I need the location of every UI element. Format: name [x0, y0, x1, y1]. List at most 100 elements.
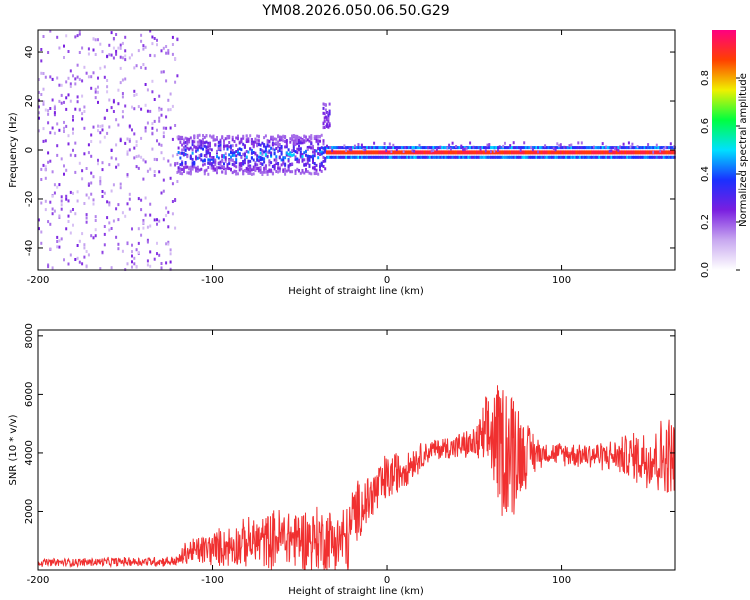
spectrogram-cell	[252, 145, 255, 149]
spectrogram-cell	[184, 144, 187, 148]
y-tick-label: 40	[24, 46, 35, 59]
spectrogram-cell	[645, 146, 648, 150]
spectrogram-cell	[345, 150, 348, 155]
spectrogram-cell	[212, 160, 215, 164]
spectrogram-cell	[90, 86, 93, 90]
spectrogram-cell	[610, 155, 613, 159]
spectrogram-cell	[643, 155, 647, 159]
spectrogram-cell	[177, 151, 180, 154]
spectrogram-cell	[409, 155, 413, 159]
spectrogram-cell	[44, 208, 47, 212]
spectrogram-cell	[207, 141, 210, 145]
spectrogram-cell	[256, 167, 259, 170]
spectrogram-cell	[146, 238, 149, 242]
spectrogram-cell	[418, 155, 421, 159]
spectrogram-cell	[38, 227, 40, 231]
spectrogram-cell	[481, 155, 484, 159]
spectrogram-cell	[627, 141, 630, 145]
spectrogram-cell	[153, 119, 156, 123]
spectrogram-cell	[115, 165, 118, 169]
spectrogram-cell	[209, 158, 211, 162]
spectrogram-cell	[535, 150, 538, 155]
spectrogram-cell	[158, 106, 161, 110]
spectrogram-cell	[601, 142, 604, 146]
spectrogram-cell	[634, 150, 638, 155]
spectrogram-cell	[484, 146, 488, 150]
spectrogram-cell	[38, 129, 40, 133]
spectrogram-cell	[124, 141, 127, 145]
spectrogram-cell	[500, 150, 503, 155]
spectrogram-cell	[275, 158, 278, 161]
y-tick-label: 2000	[24, 499, 35, 524]
spectrogram-cell	[512, 150, 516, 155]
spectrogram-cell	[146, 88, 149, 92]
spectrogram-cell	[162, 189, 165, 193]
spectrogram-cell	[387, 150, 390, 155]
spectrogram-cell	[214, 160, 217, 164]
spectrogram-cell	[162, 157, 165, 161]
spectrogram-cell	[530, 155, 533, 159]
spectrogram-cell	[249, 164, 252, 168]
spectrogram-cell	[371, 150, 374, 155]
spectrogram-cell	[413, 149, 416, 153]
spectrogram-cell	[74, 170, 77, 174]
spectrogram-cell	[117, 88, 120, 92]
spectrogram-cell	[544, 144, 547, 148]
spectrogram-cell	[207, 148, 210, 152]
spectrogram-cell	[323, 103, 326, 107]
spectrogram-cell	[198, 142, 201, 146]
spectrogram-cell	[402, 150, 405, 154]
spectrogram-cell	[470, 150, 474, 155]
spectrogram-cell	[53, 113, 56, 117]
spectrogram-cell	[219, 138, 222, 142]
spectrogram-cell	[115, 52, 118, 56]
spectrogram-cell	[237, 148, 239, 152]
spectrogram-cell	[278, 143, 281, 146]
spectrogram-cell	[56, 245, 59, 249]
spectrogram-cell	[117, 163, 120, 167]
spectrogram-cell	[540, 146, 544, 150]
spectrogram-cell	[101, 124, 104, 128]
spectrogram-cell	[67, 220, 70, 223]
spectrogram-cell	[519, 148, 522, 152]
spectrogram-cell	[399, 150, 402, 155]
spectrogram-cell	[524, 155, 528, 159]
spectrogram-cell	[212, 168, 215, 172]
spectrogram-cell	[162, 218, 165, 222]
spectrogram-cell	[566, 150, 570, 155]
spectrogram-cell	[360, 155, 364, 159]
spectrogram-cell	[106, 131, 109, 135]
spectrogram-cell	[231, 144, 234, 148]
spectrogram-cell	[235, 158, 238, 162]
spectrogram-cell	[497, 150, 500, 155]
spectrogram-cell	[442, 150, 446, 155]
spectrogram-cell	[626, 155, 629, 159]
spectrogram-cell	[247, 168, 250, 171]
spectrogram-cell	[186, 142, 189, 146]
spectrogram-cell	[273, 137, 276, 141]
spectrogram-cell	[203, 144, 206, 148]
spectrogram-cell	[296, 157, 299, 161]
spectrogram-cell	[449, 155, 453, 159]
spectrogram-cell	[432, 148, 435, 152]
spectrogram-cell	[294, 143, 297, 147]
spectrogram-cell	[292, 134, 295, 138]
spectrogram-cell	[355, 146, 359, 150]
spectrogram-cell	[434, 155, 437, 159]
spectrogram-cell	[579, 155, 582, 159]
spectrogram-cell	[451, 150, 455, 155]
spectrogram-cell	[606, 155, 610, 159]
spectrogram-cell	[110, 106, 113, 110]
spectrogram-cell	[250, 151, 253, 155]
spectrogram-cell	[144, 129, 147, 133]
spectrogram-cell	[547, 150, 551, 155]
spectrogram-cell	[53, 183, 56, 187]
spectrogram-cell	[65, 107, 68, 111]
spectrogram-cell	[280, 136, 283, 140]
spectrogram-cell	[238, 152, 241, 156]
spectrogram-cell	[343, 144, 346, 148]
spectrogram-cell	[273, 163, 276, 167]
spectrogram-cell	[90, 234, 93, 238]
spectrogram-cell	[119, 186, 122, 190]
spectrogram-cell	[310, 134, 313, 138]
